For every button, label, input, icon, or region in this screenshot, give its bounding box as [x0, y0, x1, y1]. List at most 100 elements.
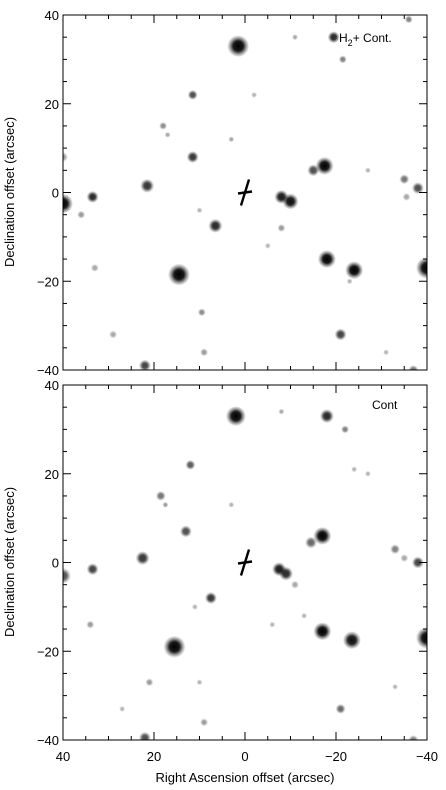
star-source — [186, 151, 199, 163]
star-source — [334, 328, 347, 341]
y-tick-label: −20 — [37, 274, 59, 289]
star-source — [196, 679, 203, 686]
star-source — [140, 178, 155, 193]
star-source — [251, 91, 258, 98]
star-source — [301, 612, 308, 619]
y-tick-label: 40 — [45, 8, 59, 23]
star-source — [292, 34, 298, 41]
panel-top-label: H2+ Cont. — [339, 31, 392, 48]
star-source — [228, 501, 235, 508]
star-source — [399, 174, 410, 185]
panel-top-y-tick-labels: 40 20 0 −20 −40 — [37, 8, 59, 378]
star-source — [86, 563, 99, 576]
y-axis-title-bottom: Declination offset (arcsec) — [2, 487, 17, 637]
star-source — [307, 164, 320, 177]
star-source — [364, 167, 371, 174]
star-source — [404, 15, 413, 24]
star-source — [138, 359, 151, 370]
star-source — [63, 193, 73, 214]
star-source — [305, 536, 317, 549]
x-tick-label: 0 — [241, 749, 248, 764]
star-source — [342, 631, 361, 650]
marker-short-arm — [237, 190, 253, 195]
star-source — [191, 603, 198, 610]
star-source — [200, 348, 209, 357]
y-tick-label: −40 — [37, 733, 59, 748]
star-source — [313, 622, 332, 641]
star-source — [264, 242, 271, 249]
y-tick-label: 20 — [45, 467, 59, 482]
star-source — [227, 35, 250, 58]
star-source — [119, 705, 126, 712]
panel-top-starfield — [63, 15, 427, 370]
star-source — [327, 31, 340, 44]
marker-short-arm — [237, 560, 253, 565]
x-tick-labels: 40 20 0 −20 −40 — [56, 749, 438, 764]
star-source — [145, 678, 154, 687]
star-source — [402, 192, 411, 201]
y-tick-label: 40 — [45, 378, 59, 393]
star-source — [135, 551, 150, 566]
star-source — [77, 210, 86, 219]
star-source — [338, 55, 347, 64]
star-source — [345, 261, 364, 280]
star-source — [86, 620, 95, 629]
star-source — [225, 406, 246, 427]
cross-marker-icon — [237, 179, 253, 206]
y-tick-label: 20 — [45, 97, 59, 112]
star-source — [416, 256, 427, 279]
star-source — [282, 193, 299, 210]
star-source — [204, 592, 217, 604]
x-tick-label: −40 — [416, 749, 438, 764]
star-source — [390, 544, 401, 555]
star-source — [408, 735, 419, 740]
star-source — [63, 567, 71, 584]
star-source — [341, 425, 350, 434]
star-source — [86, 190, 99, 203]
star-source — [196, 207, 203, 214]
star-source — [313, 526, 332, 545]
star-source — [200, 718, 209, 727]
star-source — [159, 121, 168, 130]
y-tick-label: 0 — [52, 556, 59, 571]
star-source — [197, 308, 206, 317]
x-tick-label: 20 — [147, 749, 161, 764]
star-source — [164, 131, 171, 138]
y-tick-label: −20 — [37, 644, 59, 659]
y-axis-title-top: Declination offset (arcsec) — [2, 117, 17, 267]
panel-bottom-frame — [62, 384, 428, 741]
star-source — [351, 466, 358, 473]
y-tick-label: 0 — [52, 186, 59, 201]
star-source — [187, 89, 198, 100]
panel-bottom-y-tick-labels: 40 20 0 −20 −40 — [37, 378, 59, 748]
star-source — [335, 703, 346, 714]
star-source — [408, 365, 419, 370]
star-source — [364, 470, 371, 477]
star-source — [315, 156, 334, 175]
panel-bottom-label: Cont — [372, 398, 398, 412]
panel-bottom-starfield — [63, 406, 427, 740]
star-source — [383, 349, 390, 356]
star-source — [291, 580, 299, 589]
star-source — [319, 409, 334, 424]
star-source — [179, 525, 192, 538]
star-source — [317, 250, 336, 269]
star-source — [411, 182, 424, 195]
x-axis-title: Right Ascension offset (arcsec) — [156, 770, 335, 785]
panel-bottom: Cont 40 20 0 −20 −40 — [37, 378, 428, 748]
star-source — [228, 136, 235, 143]
star-source — [138, 731, 151, 740]
panel-top: H2+ Cont. 40 20 0 −20 −40 — [37, 8, 428, 378]
star-source — [63, 152, 68, 162]
star-source — [411, 556, 424, 569]
star-source — [163, 635, 186, 658]
x-tick-label: −20 — [325, 749, 347, 764]
cross-marker-icon — [237, 549, 253, 576]
star-source — [155, 490, 166, 501]
star-source — [208, 218, 223, 233]
star-source — [109, 330, 118, 339]
x-tick-label: 40 — [56, 749, 70, 764]
star-source — [162, 501, 169, 508]
star-source — [168, 263, 190, 286]
